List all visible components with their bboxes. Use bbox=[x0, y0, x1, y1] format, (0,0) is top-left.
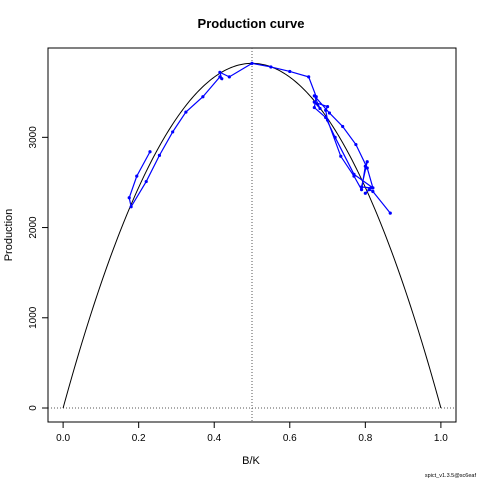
trajectory-point bbox=[359, 185, 364, 189]
x-tick-label: 0.8 bbox=[358, 433, 372, 444]
trajectory-point bbox=[363, 191, 367, 195]
trajectory-point bbox=[127, 196, 131, 200]
trajectory-point bbox=[388, 211, 392, 215]
trajectory-line bbox=[128, 62, 391, 214]
trajectory-point bbox=[144, 179, 148, 184]
trajectory-point bbox=[324, 108, 328, 112]
trajectory-point bbox=[157, 153, 162, 157]
x-tick-label: 0.6 bbox=[283, 433, 297, 444]
x-axis-label: B/K bbox=[242, 455, 260, 467]
trajectory-point bbox=[371, 186, 375, 190]
trajectory-point bbox=[218, 70, 222, 74]
y-tick-label: 0 bbox=[28, 405, 39, 411]
trajectory-point bbox=[359, 188, 364, 192]
trajectory-point bbox=[269, 65, 273, 69]
trajectory-point bbox=[325, 105, 330, 109]
trajectory-point bbox=[341, 124, 345, 129]
trajectory-point bbox=[318, 106, 322, 111]
trajectory-point bbox=[129, 205, 133, 209]
trajectory-point bbox=[307, 75, 311, 79]
trajectory-point bbox=[339, 154, 343, 158]
trajectory-point bbox=[201, 95, 205, 99]
trajectory-point bbox=[352, 172, 356, 176]
x-tick-label: 0.0 bbox=[56, 433, 70, 444]
trajectory-point bbox=[250, 61, 254, 65]
trajectory-point bbox=[312, 105, 316, 110]
trajectory-point bbox=[184, 110, 188, 114]
y-axis: 0 1000 2000 3000 bbox=[28, 126, 48, 411]
version-credit: spict_v1.3.5@sc6eaf bbox=[425, 473, 477, 479]
reference-lines bbox=[48, 48, 456, 422]
trajectory-point bbox=[288, 69, 292, 74]
trajectory-point bbox=[227, 75, 231, 79]
y-axis-label: Production bbox=[3, 209, 15, 262]
trajectory-point bbox=[325, 118, 330, 122]
trajectory-point bbox=[312, 100, 316, 104]
trajectory-point bbox=[148, 150, 152, 154]
trajectory-point bbox=[327, 111, 332, 115]
x-tick-label: 0.2 bbox=[132, 433, 146, 444]
trajectory-point bbox=[365, 166, 369, 170]
chart-title: Production curve bbox=[198, 16, 305, 31]
trajectory-point bbox=[135, 174, 139, 178]
trajectory-point bbox=[324, 115, 328, 120]
trajectory-point bbox=[333, 135, 337, 139]
x-tick-label: 1.0 bbox=[434, 433, 448, 444]
x-tick-label: 0.4 bbox=[207, 433, 221, 444]
trajectory-point bbox=[218, 75, 222, 79]
trajectory-series bbox=[127, 61, 392, 215]
trajectory-point bbox=[371, 189, 375, 194]
x-axis: 0.0 0.2 0.4 0.6 0.8 1.0 bbox=[56, 422, 448, 444]
trajectory-point bbox=[354, 142, 358, 147]
trajectory-point bbox=[365, 160, 369, 164]
y-tick-label: 3000 bbox=[28, 126, 39, 149]
y-tick-label: 1000 bbox=[28, 306, 39, 329]
trajectory-point bbox=[314, 95, 318, 99]
trajectory-point bbox=[171, 130, 175, 134]
production-curve-line bbox=[62, 62, 442, 409]
y-tick-label: 2000 bbox=[28, 216, 39, 239]
